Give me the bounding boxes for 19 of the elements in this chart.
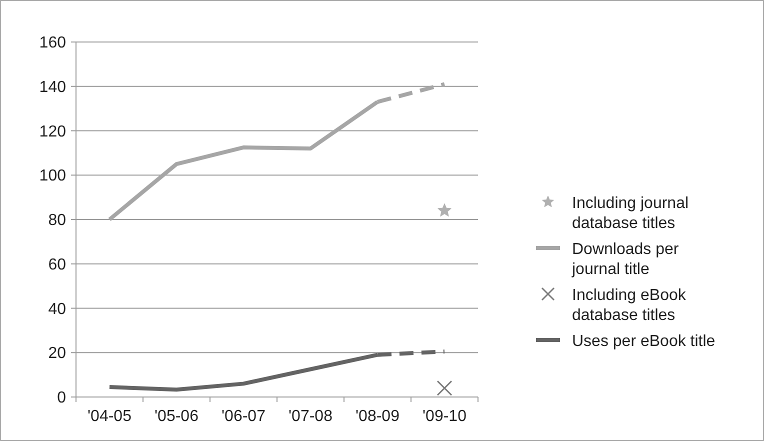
x-tick-label: '04-05 — [88, 408, 132, 425]
legend-label: Including eBook database titles — [572, 287, 687, 324]
legend-label: Downloads per journal title — [571, 241, 680, 278]
legend-label: Uses per eBook title — [572, 333, 716, 350]
y-tick-label: 100 — [39, 168, 66, 185]
y-tick-label: 20 — [48, 345, 66, 362]
x-tick-label: '07-08 — [288, 408, 333, 425]
x-tick-label: '08-09 — [356, 408, 400, 425]
y-tick-label: 60 — [48, 256, 66, 274]
legend-label: Including journal database titles — [572, 195, 689, 232]
y-tick-label: 140 — [39, 78, 66, 96]
y-tick-label: 0 — [57, 390, 66, 407]
y-tick-label: 80 — [48, 212, 66, 230]
x-tick-label: '09-10 — [422, 408, 467, 425]
y-tick-label: 120 — [39, 123, 66, 140]
x-tick-label: '06-07 — [222, 408, 266, 425]
y-tick-label: 40 — [48, 300, 66, 318]
x-tick-label: '05-06 — [154, 408, 199, 425]
y-tick-label: 160 — [39, 34, 66, 52]
